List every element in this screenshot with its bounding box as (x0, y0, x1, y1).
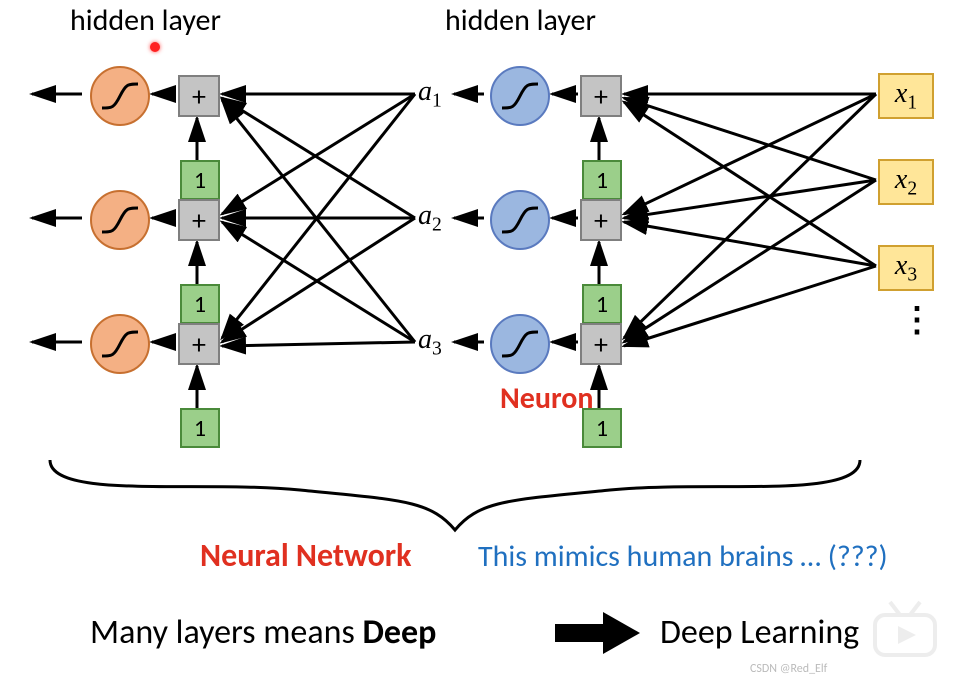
input-x3: x3 (878, 245, 934, 291)
a3-label: a3 (418, 324, 442, 361)
bias-left-3: 1 (180, 408, 220, 448)
mimic-label: This mimics human brains … (???) (478, 538, 888, 575)
hidden-layer-right-label: hidden layer (445, 2, 596, 39)
sum-node-mid-2: + (580, 199, 622, 241)
bias-mid-1: 1 (582, 160, 622, 200)
csdn-watermark: CSDN @Red_Elf (750, 662, 827, 676)
sum-node-left-3: + (178, 323, 220, 365)
diagram-stage: hidden layer hidden layer (0, 0, 961, 684)
hidden-layer-left-label: hidden layer (70, 2, 221, 39)
neural-network-label: Neural Network (200, 536, 412, 575)
activation-orange-2 (90, 190, 150, 250)
sum-node-left-2: + (178, 199, 220, 241)
bottom-post: Deep Learning (660, 612, 859, 653)
a1-label: a1 (418, 76, 442, 113)
bottom-pre: Many layers means (90, 612, 362, 653)
bias-left-2: 1 (180, 284, 220, 324)
sum-node-left-1: + (178, 75, 220, 117)
bias-mid-2: 1 (582, 284, 622, 324)
bias-left-1: 1 (180, 160, 220, 200)
pointer-dot-icon (150, 42, 160, 52)
bottom-line: Many layers means Deep (90, 612, 436, 653)
a2-label: a2 (418, 200, 442, 237)
activation-blue-2 (490, 190, 550, 250)
input-x2: x2 (878, 159, 934, 205)
bottom-deep: Deep (362, 612, 436, 653)
sum-node-mid-1: + (580, 75, 622, 117)
input-x1: x1 (878, 73, 934, 119)
activation-orange-3 (90, 314, 150, 374)
sum-node-mid-3: + (580, 323, 622, 365)
activation-orange-1 (90, 66, 150, 126)
bilibili-watermark-icon (870, 600, 940, 660)
vdots-icon: ⋮ (900, 300, 932, 341)
neuron-label: Neuron (500, 380, 594, 417)
activation-blue-3 (490, 314, 550, 374)
activation-blue-1 (490, 66, 550, 126)
